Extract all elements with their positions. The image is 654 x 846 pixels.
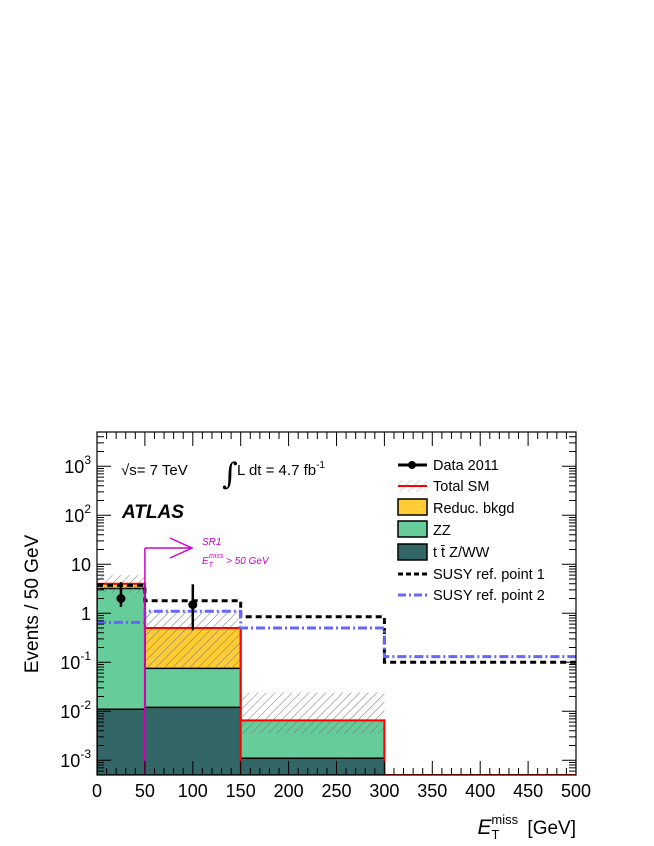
- legend-ttz-swatch: [397, 543, 428, 561]
- x-axis-title-sup: miss: [491, 812, 518, 827]
- bar-t-t-z-ww-2: [239, 757, 386, 775]
- x-tick-label-200: 200: [274, 781, 304, 801]
- legend-susy2-label: SUSY ref. point 2: [433, 588, 545, 604]
- legend-total-sm-label: Total SM: [433, 479, 489, 495]
- data-point-1: [188, 600, 198, 610]
- atlas-label: ATLAS: [121, 502, 184, 523]
- y-tick-label-6: 103: [64, 453, 91, 477]
- legend-susy1-label: SUSY ref. point 1: [433, 567, 545, 583]
- x-tick-label-250: 250: [321, 781, 351, 801]
- bar-t-t-z-ww-0: [97, 708, 146, 775]
- legend-zz-label: ZZ: [433, 523, 451, 539]
- lumi-integral-sign: ∫: [222, 457, 238, 492]
- x-tick-label-400: 400: [465, 781, 495, 801]
- y-tick-label-4: 10: [71, 555, 91, 575]
- x-tick-label-150: 150: [226, 781, 256, 801]
- y-tick-label-5: 102: [64, 502, 91, 526]
- cut-label-sr1: SR1: [202, 537, 221, 548]
- y-axis-title: Events / 50 GeV: [22, 534, 43, 673]
- y-tick-label-0: 10-3: [60, 747, 91, 771]
- lumi-label: L dt = 4.7 fb-1: [237, 460, 325, 479]
- y-tick-label-1: 10-2: [60, 698, 91, 722]
- y-tick-label-2: 10-1: [60, 649, 91, 673]
- x-tick-label-450: 450: [513, 781, 543, 801]
- data-point-0: [116, 593, 126, 603]
- x-axis-title: ETmiss [GeV]: [477, 812, 576, 842]
- uncertainty-band-2: [240, 692, 385, 734]
- x-tick-label-0: 0: [92, 781, 102, 801]
- cut-arrowhead: [169, 537, 194, 559]
- lumi-exp: -1: [316, 460, 325, 471]
- y-tick-label-3: 1: [81, 604, 91, 624]
- x-tick-label-350: 350: [417, 781, 447, 801]
- x-tick-label-100: 100: [178, 781, 208, 801]
- x-axis-title-unit: [GeV]: [522, 818, 576, 839]
- cut-label-met: ETmiss > 50 GeV: [202, 553, 270, 569]
- legend-data-label: Data 2011: [433, 458, 499, 474]
- legend-data-marker: [408, 461, 416, 469]
- lumi-text: L dt = 4.7 fb: [237, 462, 316, 479]
- x-axis-title-sub: T: [491, 827, 499, 842]
- legend-ttz-label: t t̄ Z/WW: [433, 545, 490, 561]
- legend-reduc-label: Reduc. bkgd: [433, 501, 514, 517]
- legend-zz-swatch: [397, 520, 428, 538]
- sqrt-s-label: √s= 7 TeV: [121, 462, 188, 479]
- legend-reduc-swatch: [397, 498, 428, 516]
- x-tick-label-300: 300: [369, 781, 399, 801]
- legend: Data 2011 Total SM Reduc. bkgd ZZ t t̄ Z…: [397, 458, 545, 604]
- x-tick-label-500: 500: [561, 781, 591, 801]
- x-axis-title-main: E: [477, 816, 492, 839]
- x-tick-label-50: 50: [135, 781, 155, 801]
